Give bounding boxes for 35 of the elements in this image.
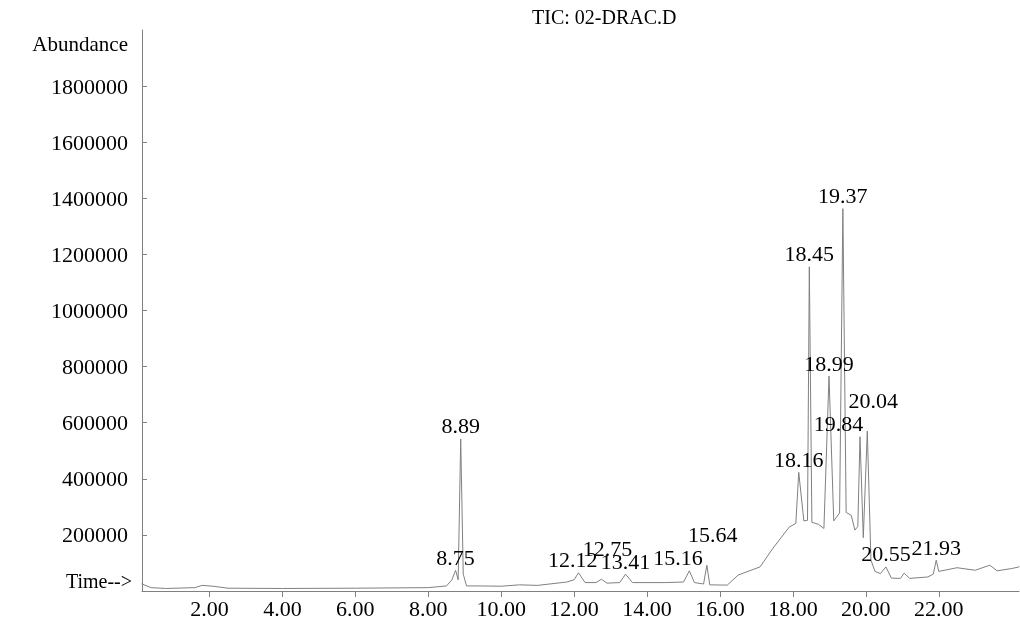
x-tick-label: 14.00 xyxy=(622,595,672,621)
annotation: 19.84 xyxy=(813,411,864,437)
annotation: 18.16 xyxy=(774,446,824,472)
x-tick-label: 16.00 xyxy=(695,595,745,621)
annotation: 19.37 xyxy=(818,183,868,209)
x-tick-label: 18.00 xyxy=(768,595,818,621)
x-tick-label: 12.00 xyxy=(549,595,599,621)
x-tick-label: 6.00 xyxy=(336,595,375,621)
x-tick-label: 8.00 xyxy=(409,595,448,621)
x-tick-label: 4.00 xyxy=(263,595,302,621)
y-tick-label: 1600000 xyxy=(51,129,128,155)
x-tick-label: 22.00 xyxy=(914,595,964,621)
annotation: 15.64 xyxy=(688,521,738,547)
annotation: 8.89 xyxy=(441,413,480,439)
y-tick-label: 400000 xyxy=(62,466,128,492)
y-tick-label: 800000 xyxy=(62,354,128,380)
y-tick-label: 200000 xyxy=(62,522,128,548)
y-tick-label: 600000 xyxy=(62,410,128,436)
chart-title: TIC: 02-DRAC.D xyxy=(532,6,677,28)
y-tick-label: 1000000 xyxy=(51,298,128,323)
y-tick-label: 1800000 xyxy=(51,73,128,99)
y-tick-label: 1400000 xyxy=(51,185,128,211)
y-tick-label: 1200000 xyxy=(51,241,128,267)
annotation: 15.16 xyxy=(653,545,703,571)
x-axis-title: Time--> xyxy=(65,570,132,592)
x-tick-label: 2.00 xyxy=(190,595,229,621)
annotation: 20.55 xyxy=(861,541,911,567)
annotation: 21.93 xyxy=(911,534,961,560)
annotation: 18.99 xyxy=(804,350,854,376)
x-tick-label: 10.00 xyxy=(476,595,526,621)
annotation: 8.75 xyxy=(436,544,475,570)
x-tick-label: 20.00 xyxy=(841,595,891,621)
y-axis-title: Abundance xyxy=(32,32,128,56)
annotation: 18.45 xyxy=(784,241,835,267)
annotation: 20.04 xyxy=(848,387,899,413)
